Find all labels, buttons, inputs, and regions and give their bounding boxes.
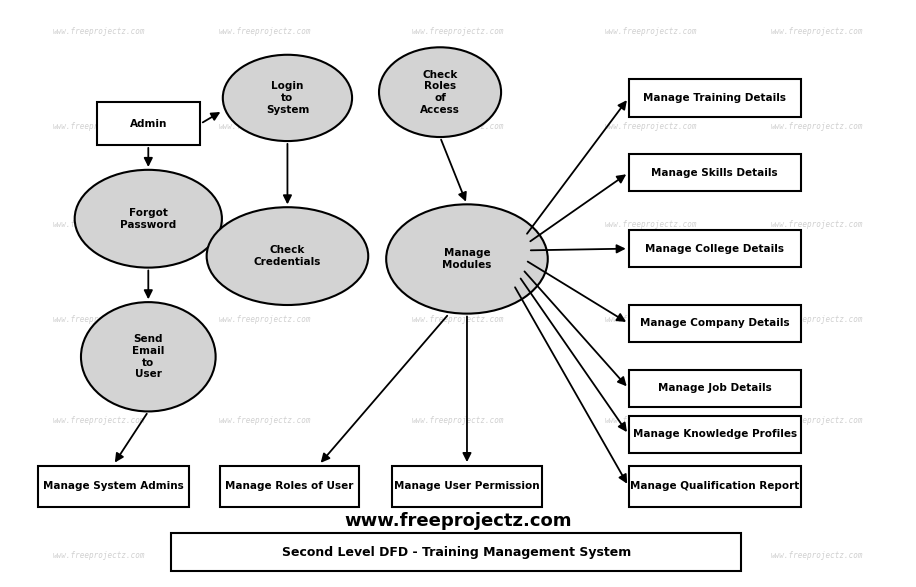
Ellipse shape xyxy=(75,170,222,268)
Text: www.freeprojectz.com: www.freeprojectz.com xyxy=(771,122,863,131)
Text: www.freeprojectz.com: www.freeprojectz.com xyxy=(412,315,504,324)
Ellipse shape xyxy=(387,204,548,313)
Text: www.freeprojectz.com: www.freeprojectz.com xyxy=(605,551,697,560)
Text: Check
Credentials: Check Credentials xyxy=(254,245,322,267)
Text: www.freeprojectz.com: www.freeprojectz.com xyxy=(53,122,145,131)
Text: www.freeprojectz.com: www.freeprojectz.com xyxy=(412,551,504,560)
Text: Admin: Admin xyxy=(129,119,167,129)
Text: www.freeprojectz.com: www.freeprojectz.com xyxy=(219,315,311,324)
Ellipse shape xyxy=(81,302,215,411)
Text: www.freeprojectz.com: www.freeprojectz.com xyxy=(219,220,311,229)
Text: Second Level DFD - Training Management System: Second Level DFD - Training Management S… xyxy=(281,546,631,559)
Text: Check
Roles
of
Access: Check Roles of Access xyxy=(420,70,460,114)
FancyBboxPatch shape xyxy=(628,79,801,117)
Text: www.freeprojectz.com: www.freeprojectz.com xyxy=(771,27,863,36)
Ellipse shape xyxy=(379,48,501,137)
Text: Manage User Permission: Manage User Permission xyxy=(394,481,540,491)
Text: www.freeprojectz.com: www.freeprojectz.com xyxy=(412,122,504,131)
Text: www.freeprojectz.com: www.freeprojectz.com xyxy=(412,27,504,36)
Text: Manage Company Details: Manage Company Details xyxy=(640,318,790,328)
Text: www.freeprojectz.com: www.freeprojectz.com xyxy=(219,122,311,131)
Text: www.freeprojectz.com: www.freeprojectz.com xyxy=(219,551,311,560)
Text: www.freeprojectz.com: www.freeprojectz.com xyxy=(771,220,863,229)
Text: www.freeprojectz.com: www.freeprojectz.com xyxy=(605,220,697,229)
Text: Send
Email
to
User: Send Email to User xyxy=(132,335,165,379)
FancyBboxPatch shape xyxy=(170,534,741,571)
Text: www.freeprojectz.com: www.freeprojectz.com xyxy=(771,315,863,324)
Text: Forgot
Password: Forgot Password xyxy=(120,208,177,230)
FancyBboxPatch shape xyxy=(628,305,801,342)
Text: www.freeprojectz.com: www.freeprojectz.com xyxy=(771,551,863,560)
Text: Manage
Modules: Manage Modules xyxy=(442,248,492,270)
Text: Manage Skills Details: Manage Skills Details xyxy=(651,168,778,178)
Text: www.freeprojectz.com: www.freeprojectz.com xyxy=(344,512,572,529)
Text: www.freeprojectz.com: www.freeprojectz.com xyxy=(605,27,697,36)
Text: www.freeprojectz.com: www.freeprojectz.com xyxy=(771,416,863,424)
FancyBboxPatch shape xyxy=(628,370,801,407)
Text: Manage Qualification Report: Manage Qualification Report xyxy=(630,481,800,491)
Text: www.freeprojectz.com: www.freeprojectz.com xyxy=(53,416,145,424)
FancyBboxPatch shape xyxy=(220,465,359,507)
Text: Manage College Details: Manage College Details xyxy=(645,244,784,254)
FancyBboxPatch shape xyxy=(628,416,801,453)
Text: www.freeprojectz.com: www.freeprojectz.com xyxy=(412,416,504,424)
Text: www.freeprojectz.com: www.freeprojectz.com xyxy=(53,315,145,324)
Text: www.freeprojectz.com: www.freeprojectz.com xyxy=(219,27,311,36)
Text: Manage Training Details: Manage Training Details xyxy=(643,93,786,103)
Text: Login
to
System: Login to System xyxy=(266,82,309,114)
FancyBboxPatch shape xyxy=(391,465,542,507)
FancyBboxPatch shape xyxy=(628,465,801,507)
Text: www.freeprojectz.com: www.freeprojectz.com xyxy=(53,220,145,229)
Text: www.freeprojectz.com: www.freeprojectz.com xyxy=(605,122,697,131)
Text: Manage System Admins: Manage System Admins xyxy=(43,481,184,491)
Text: Manage Job Details: Manage Job Details xyxy=(658,383,771,393)
Text: Manage Roles of User: Manage Roles of User xyxy=(225,481,354,491)
FancyBboxPatch shape xyxy=(628,230,801,267)
Ellipse shape xyxy=(223,55,352,141)
Text: www.freeprojectz.com: www.freeprojectz.com xyxy=(605,416,697,424)
Text: www.freeprojectz.com: www.freeprojectz.com xyxy=(53,27,145,36)
FancyBboxPatch shape xyxy=(38,465,189,507)
FancyBboxPatch shape xyxy=(628,154,801,191)
Text: www.freeprojectz.com: www.freeprojectz.com xyxy=(53,551,145,560)
Ellipse shape xyxy=(207,207,368,305)
FancyBboxPatch shape xyxy=(97,102,200,146)
Text: www.freeprojectz.com: www.freeprojectz.com xyxy=(605,315,697,324)
Text: Manage Knowledge Profiles: Manage Knowledge Profiles xyxy=(633,430,797,440)
Text: www.freeprojectz.com: www.freeprojectz.com xyxy=(219,416,311,424)
Text: www.freeprojectz.com: www.freeprojectz.com xyxy=(412,220,504,229)
